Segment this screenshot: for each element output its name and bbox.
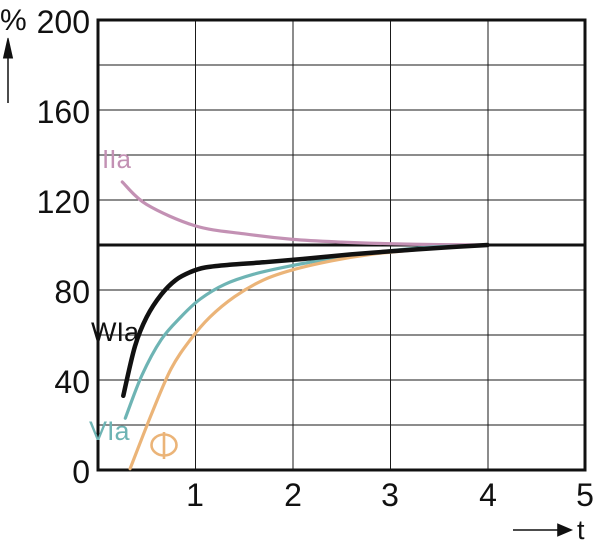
svg-text:%: % [0,4,27,37]
svg-text:IIa: IIa [102,144,131,174]
svg-text:3: 3 [381,477,399,513]
svg-text:5: 5 [576,477,594,513]
svg-text:2: 2 [284,477,302,513]
svg-text:200: 200 [37,4,90,40]
svg-text:4: 4 [479,477,497,513]
svg-text:1: 1 [186,477,204,513]
svg-text:40: 40 [54,364,90,400]
svg-text:160: 160 [37,94,90,130]
svg-text:0: 0 [72,454,90,490]
svg-text:WIa: WIa [91,317,140,347]
svg-text:t: t [577,515,585,545]
svg-text:VIa: VIa [89,416,131,446]
svg-text:120: 120 [37,184,90,220]
svg-text:80: 80 [54,274,90,310]
